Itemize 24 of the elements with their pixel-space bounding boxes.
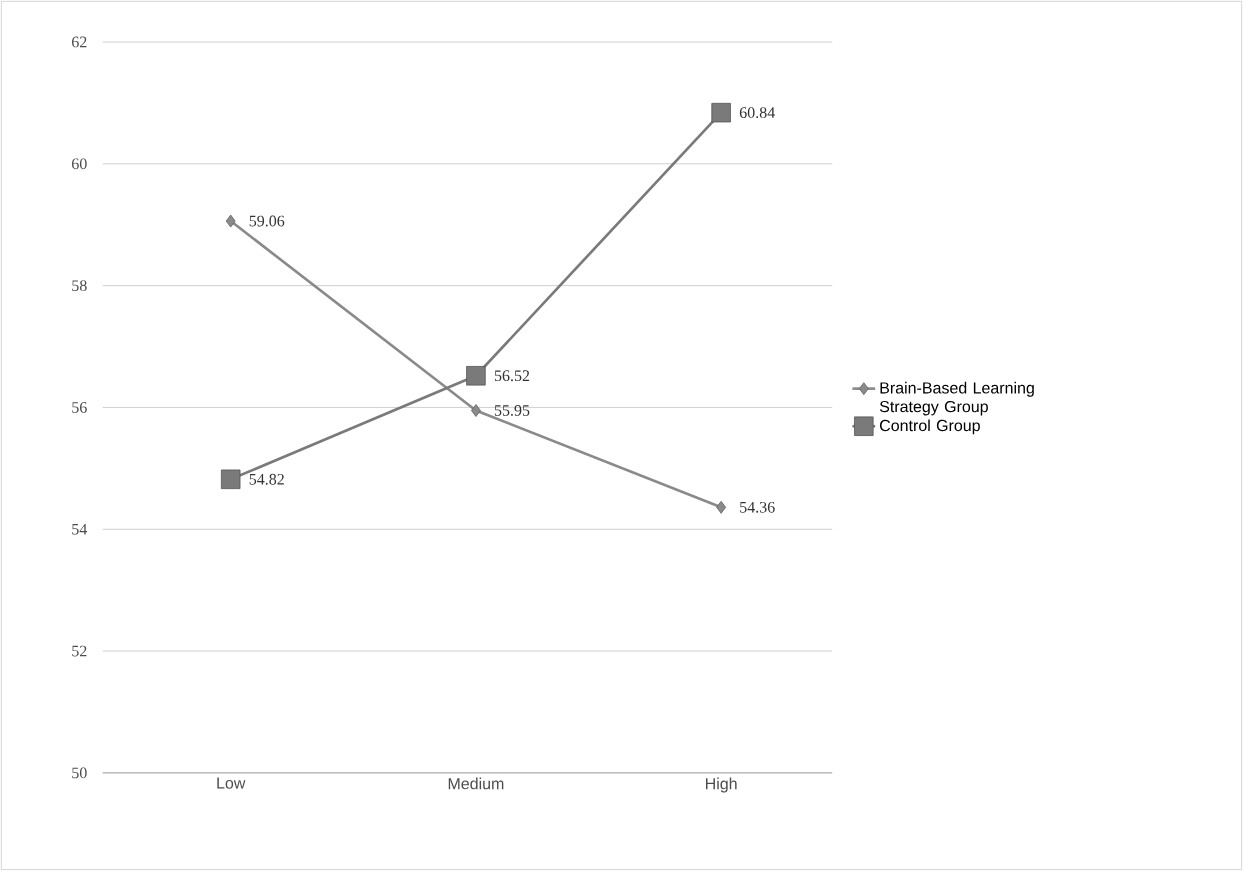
y-tick-label: 50 [72, 767, 87, 779]
y-tick-label: 52 [72, 645, 87, 657]
y-tick-label: 60 [72, 158, 87, 170]
legend-label: Brain-Based Learning Strategy Group [879, 381, 1034, 416]
point [711, 102, 731, 123]
x-tick-label: High [706, 777, 737, 793]
point [225, 214, 236, 228]
y-tick-label: 62 [72, 36, 87, 48]
data-label: 60.84 [739, 107, 775, 119]
point [220, 469, 241, 490]
point [471, 404, 481, 417]
x-tick-label: Medium [448, 777, 504, 790]
data-label: 55.95 [494, 405, 530, 416]
y-tick-label: 56 [72, 402, 87, 413]
data-label: 54.82 [249, 473, 284, 485]
y-tick-label: 58 [72, 280, 87, 292]
x-tick-label: Low [217, 777, 246, 789]
data-label: 59.06 [249, 215, 285, 227]
point [466, 366, 486, 386]
data-label: 56.52 [494, 370, 530, 382]
y-tick-label: 54 [72, 523, 88, 535]
legend-label: Control Group [880, 419, 980, 435]
data-label: 54.36 [740, 501, 775, 513]
point [716, 500, 727, 514]
